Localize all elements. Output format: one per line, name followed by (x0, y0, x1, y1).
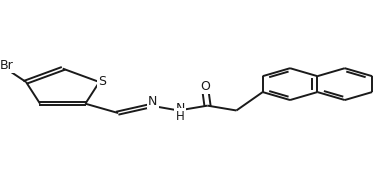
Text: N: N (175, 102, 185, 115)
Text: N: N (148, 95, 158, 108)
Text: O: O (201, 80, 210, 93)
Text: Br: Br (0, 59, 14, 72)
Text: H: H (176, 110, 184, 123)
Text: S: S (98, 74, 107, 87)
